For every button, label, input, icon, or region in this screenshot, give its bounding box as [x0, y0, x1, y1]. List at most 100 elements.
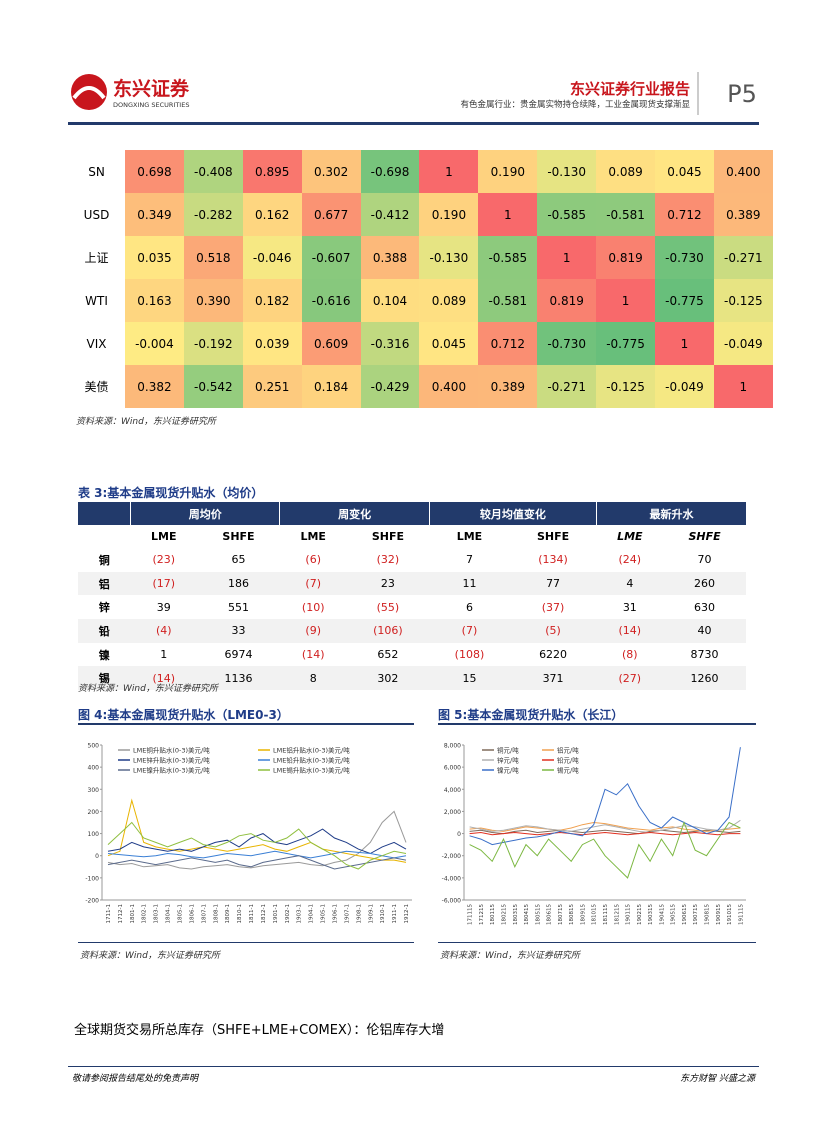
x-tick-label: 1903-1	[297, 904, 303, 923]
cell: -0.316	[360, 322, 420, 365]
cell: 1	[655, 322, 714, 365]
x-tick-label: 190515	[671, 904, 677, 925]
x-tick-label: 1901-1	[273, 904, 279, 923]
cell: 1260	[663, 666, 746, 691]
cell: 371	[509, 666, 597, 691]
cell: -0.607	[301, 236, 361, 279]
legend-label: LME锌升贴水(0-3)美元/吨	[133, 756, 210, 765]
cell: (37)	[541, 600, 565, 614]
cell: 630	[694, 600, 716, 614]
series-line	[469, 819, 741, 834]
row-label: 锌	[98, 601, 110, 615]
cell: 4	[596, 571, 664, 596]
row-label: 锡	[78, 666, 131, 691]
y-tick-label: 4,000	[444, 787, 461, 794]
cell: 1	[419, 150, 479, 193]
x-tick-label: 180215	[501, 904, 507, 925]
cell: 0.163	[125, 279, 184, 322]
x-tick-label: 1904-1	[309, 904, 315, 923]
report-title: 东兴证券行业报告	[570, 80, 690, 98]
cell: 1136	[197, 666, 280, 691]
cell: 652	[377, 648, 399, 662]
cell: (27)	[596, 666, 664, 691]
legend-label: LME镍升贴水(0-3)美元/吨	[133, 766, 210, 775]
cell: 8	[279, 666, 347, 691]
group-header: 最新升水	[596, 502, 746, 525]
series-line	[469, 747, 741, 846]
cell: 302	[346, 666, 430, 691]
series-line	[107, 821, 407, 870]
cell: 551	[228, 600, 249, 614]
row: 锌 39 551 (10) (55) 6 (37) 31 630	[78, 595, 746, 619]
cell: -0.585	[537, 193, 597, 236]
cell: 23	[346, 571, 430, 596]
cell: 0.302	[301, 150, 361, 193]
cell: (8)	[622, 648, 638, 662]
x-tick-label: 1902-1	[285, 904, 291, 923]
legend-label: 锡元/吨	[557, 766, 579, 775]
rule	[78, 723, 414, 725]
cell: 1	[537, 236, 597, 279]
y-tick-label: 0	[457, 831, 461, 838]
chart-title: 图 5:基本金属现货升贴水（长江）	[438, 708, 624, 722]
row-label: 美债	[84, 380, 109, 394]
cell: 0.388	[360, 236, 420, 279]
y-tick-label: 100	[88, 831, 100, 838]
cell: 0.400	[713, 150, 773, 193]
cell: 260	[663, 571, 746, 596]
source: 资料来源：Wind，东兴证券研究所	[80, 951, 220, 961]
x-tick-label: 190115	[626, 904, 632, 925]
cell: -0.192	[183, 322, 243, 365]
chart: -200 -100 0 100 200 300 400 500 1711-1 1712-1 1801…	[85, 743, 412, 923]
cell: (134)	[538, 553, 568, 567]
x-tick-label: 180115	[490, 904, 496, 925]
cell: (5)	[509, 619, 597, 643]
series-line	[107, 850, 407, 859]
row-label: 铜	[98, 553, 110, 567]
cell: 33	[197, 619, 280, 643]
y-tick-label: 2,000	[444, 809, 461, 816]
group-header: 周变化	[279, 502, 430, 525]
row: 美债 0.382 -0.542 0.251 0.184 -0.429 0.400 0.389-…	[68, 365, 773, 408]
x-tick-label: 190215	[637, 904, 643, 925]
x-tick-label: 190915	[716, 904, 722, 925]
cell: 6220	[539, 648, 568, 662]
y-tick-label: 300	[88, 787, 100, 794]
cell: 8730	[690, 648, 719, 662]
cell: 186	[197, 571, 280, 596]
cell: -0.125	[713, 279, 773, 322]
x-tick-label: 1912-1	[404, 904, 410, 923]
cell: -0.004	[125, 322, 184, 365]
cell: 0.712	[478, 322, 538, 365]
cell: (6)	[305, 553, 321, 567]
x-tick-label: 171215	[479, 904, 485, 925]
cell: -0.730	[655, 236, 714, 279]
cell: (55)	[376, 600, 400, 614]
cell: 0.182	[242, 279, 302, 322]
row-label: 镍	[98, 648, 110, 662]
cell: 11	[429, 571, 510, 596]
x-tick-label: 180515	[535, 904, 541, 925]
rule	[438, 942, 756, 943]
cell: -0.542	[183, 365, 243, 408]
cell: 0.677	[301, 193, 361, 236]
y-tick-label: 400	[88, 765, 100, 772]
cell: (14)	[130, 666, 198, 691]
row-label: USD	[83, 207, 110, 222]
chart: -6,000 -4,000 -2,000 0 2,000 4,000 6,000 8,000 1…	[442, 743, 746, 925]
chart-title: 图 4:基本金属现货升贴水（LME0-3）	[78, 708, 289, 722]
cell: 1	[160, 648, 168, 662]
cell: (7)	[279, 571, 347, 596]
cell: 31	[622, 600, 637, 614]
cell: -0.616	[301, 279, 361, 322]
cell: -0.775	[655, 279, 714, 322]
x-tick-label: 1811-1	[249, 904, 255, 923]
sub-header: SHFE	[371, 530, 404, 543]
x-tick-label: 180815	[569, 904, 575, 925]
y-tick-label: -100	[85, 875, 99, 882]
logo-cn: 东兴证券	[113, 77, 190, 100]
cell: 0.104	[360, 279, 420, 322]
premium-table: 周均价 周变化 较月均值变化 最新升水 LME SHFE LME SHFE LME SHFE LM…	[78, 502, 746, 691]
rule	[438, 723, 756, 725]
logo-en: DONGXING SECURITIES	[113, 101, 189, 109]
